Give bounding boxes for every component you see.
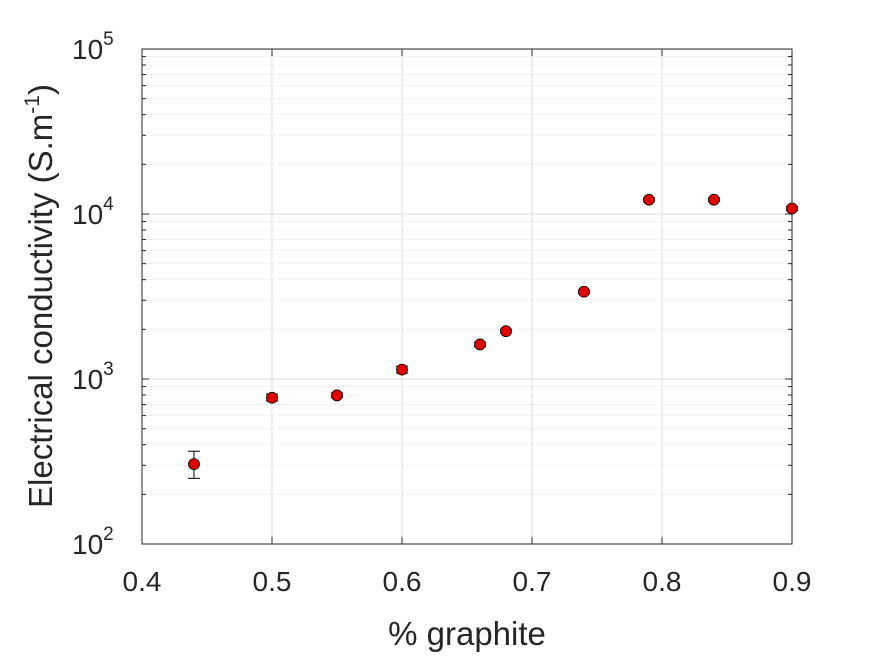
data-point xyxy=(500,325,512,338)
y-tick-label: 103 xyxy=(72,359,114,395)
data-point xyxy=(786,202,798,215)
x-tick-label: 0.4 xyxy=(123,566,162,597)
y-axis-title-main: Electrical conductivity (S.m xyxy=(22,114,59,508)
y-tick-label-base: 10 xyxy=(72,34,103,65)
y-tick-label-base: 10 xyxy=(72,199,103,230)
y-axis-title-superscript: -1 xyxy=(21,95,44,114)
y-tick-label-exponent: 2 xyxy=(103,524,114,545)
y-tick-label-base: 10 xyxy=(72,529,103,560)
y-tick-label-exponent: 5 xyxy=(103,29,114,50)
data-point xyxy=(578,285,590,298)
x-tick-label: 0.5 xyxy=(253,566,292,597)
x-tick-label: 0.9 xyxy=(773,566,812,597)
y-tick-label: 105 xyxy=(72,29,114,65)
x-tick-label: 0.6 xyxy=(383,566,422,597)
y-tick-label-base: 10 xyxy=(72,364,103,395)
data-point xyxy=(474,338,486,351)
x-tick-label: 0.8 xyxy=(643,566,682,597)
data-point xyxy=(188,458,200,470)
data-point xyxy=(643,193,655,206)
y-tick-label: 104 xyxy=(72,194,114,230)
data-point xyxy=(396,363,408,376)
y-axis-title-suffix: ) xyxy=(22,84,59,95)
y-axis-title: Electrical conductivity (S.m-1) xyxy=(21,84,59,508)
plot-frame xyxy=(141,48,793,545)
y-tick-label-exponent: 4 xyxy=(103,194,114,215)
axis-ticks xyxy=(141,48,793,545)
data-point xyxy=(331,389,343,402)
data-point xyxy=(266,391,278,404)
data-points xyxy=(188,193,798,470)
x-tick-label: 0.7 xyxy=(513,566,552,597)
data-point xyxy=(708,193,720,206)
y-tick-label-exponent: 3 xyxy=(103,359,114,380)
y-tick-label: 102 xyxy=(72,524,114,560)
x-tick-labels: 0.4 0.5 0.6 0.7 0.8 0.9 xyxy=(123,566,812,597)
x-axis-title: % graphite xyxy=(388,615,546,652)
